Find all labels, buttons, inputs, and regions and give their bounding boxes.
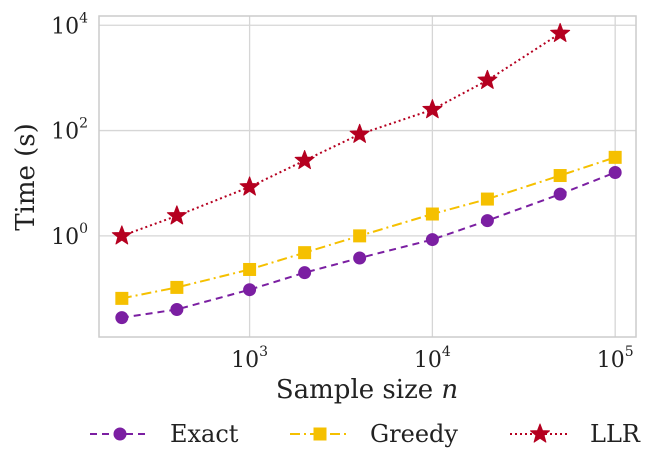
series-llr-point-1: [166, 205, 187, 225]
series-greedy-point-6: [480, 192, 494, 206]
series-exact-point-1: [170, 302, 184, 316]
x-axis-label: Sample size n: [276, 375, 458, 405]
series-greedy-point-7: [553, 169, 567, 183]
legend-item-exact: Exact: [90, 420, 239, 448]
x-tick-label-0-base: 10: [231, 348, 259, 373]
legend-marker-greedy: [313, 427, 327, 441]
y-tick-label-1-base: 10: [51, 120, 79, 145]
series-exact-point-7: [553, 187, 567, 201]
series-greedy-point-3: [298, 246, 312, 260]
x-tick-label-0-exponent: 3: [259, 344, 268, 360]
x-tick-label-1-base: 10: [414, 348, 442, 373]
legend-item-greedy: Greedy: [290, 420, 458, 448]
series-exact-point-5: [425, 233, 439, 247]
series-greedy-point-8: [608, 150, 622, 164]
y-axis-label: Time (s): [11, 123, 41, 231]
series-layer: [111, 22, 622, 325]
x-tick-label-2-base: 10: [597, 348, 625, 373]
y-tick-label-2-base: 10: [51, 14, 79, 39]
series-greedy-line: [121, 156, 616, 300]
series-llr-point-5: [422, 99, 443, 119]
series-llr-point-2: [239, 176, 260, 196]
legend-item-llr: LLR: [510, 420, 641, 448]
series-llr-point-0: [111, 225, 132, 245]
x-tick-label-1-exponent: 4: [442, 344, 451, 360]
x-tick-label-2-exponent: 5: [625, 344, 634, 360]
y-tick-label-1: 102: [51, 116, 88, 145]
y-tick-label-0-base: 10: [51, 225, 79, 250]
series-exact-point-4: [353, 251, 367, 265]
series-greedy-point-1: [170, 280, 184, 294]
x-tick-label-0: 103: [231, 344, 268, 373]
x-tick-label-2: 105: [597, 344, 634, 373]
series-exact: [115, 165, 622, 325]
legend: Exact Greedy LLR: [90, 420, 641, 448]
series-llr-point-4: [349, 123, 370, 143]
y-tick-label-2-exponent: 4: [79, 10, 88, 26]
legend-label-llr: LLR: [590, 420, 641, 448]
legend-label-greedy: Greedy: [370, 420, 458, 448]
legend-marker-llr: [529, 423, 551, 443]
legend-label-exact: Exact: [170, 420, 239, 448]
series-exact-point-6: [480, 214, 494, 228]
series-llr-point-3: [294, 150, 315, 170]
series-exact-point-8: [608, 165, 622, 179]
y-tick-label-0: 100: [51, 221, 88, 250]
series-llr: [111, 22, 571, 245]
series-exact-point-3: [298, 266, 312, 280]
series-greedy-point-5: [425, 207, 439, 221]
y-tick-label-0-exponent: 0: [79, 221, 88, 237]
y-tick-label-2: 104: [51, 10, 88, 39]
series-llr-point-6: [477, 69, 498, 89]
series-greedy: [115, 150, 622, 305]
legend-marker-exact: [113, 427, 127, 441]
series-llr-point-7: [550, 22, 571, 43]
series-llr-line: [121, 32, 561, 237]
y-tick-label-1-exponent: 2: [79, 116, 88, 132]
x-tick-label-1: 104: [414, 344, 451, 373]
series-exact-line: [121, 171, 616, 319]
series-greedy-point-2: [243, 262, 257, 276]
series-greedy-point-0: [115, 291, 129, 305]
series-exact-point-2: [243, 283, 257, 297]
plot-frame: [98, 15, 637, 338]
series-greedy-point-4: [353, 229, 367, 243]
series-exact-point-0: [115, 311, 129, 325]
